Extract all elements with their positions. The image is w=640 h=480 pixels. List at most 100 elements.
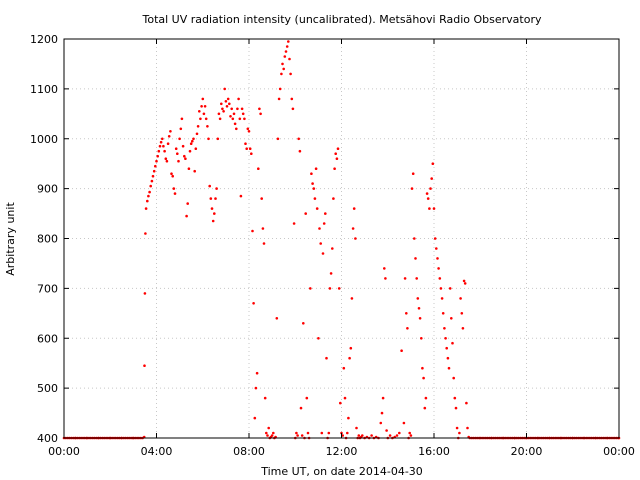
data-point — [167, 135, 171, 138]
data-point — [194, 147, 198, 150]
data-point — [162, 144, 165, 148]
data-point — [463, 282, 467, 285]
data-point — [410, 187, 414, 190]
data-point — [171, 174, 174, 178]
data-point — [186, 202, 189, 205]
data-point — [380, 411, 384, 415]
data-point — [218, 117, 222, 121]
data-point — [265, 431, 268, 435]
data-point — [231, 117, 235, 121]
data-point — [327, 431, 331, 435]
data-point — [309, 287, 312, 290]
data-point — [223, 87, 226, 91]
data-point — [334, 152, 338, 155]
data-point — [342, 366, 346, 370]
data-point — [384, 277, 387, 280]
data-point — [398, 431, 401, 435]
data-point — [403, 277, 407, 280]
data-point — [247, 130, 251, 133]
data-point — [208, 184, 211, 188]
x-axis: 00:00 04:00 08:00 12:00 16:00 20:00 00:00 — [48, 39, 635, 458]
data-point — [187, 167, 191, 170]
data-point — [322, 222, 326, 225]
data-point — [311, 182, 314, 185]
data-point — [184, 157, 187, 160]
data-point — [220, 102, 223, 106]
data-point — [151, 174, 155, 178]
data-point — [440, 297, 444, 300]
data-point — [270, 434, 274, 437]
data-point — [385, 429, 388, 432]
data-point — [420, 337, 423, 340]
data-point — [439, 287, 443, 290]
data-point — [147, 194, 150, 198]
data-point — [425, 192, 429, 195]
data-point — [448, 287, 452, 290]
data-point — [252, 302, 255, 305]
data-point — [429, 187, 432, 190]
data-point — [150, 179, 154, 183]
data-point — [332, 197, 335, 200]
data-point — [255, 371, 259, 375]
data-point — [157, 149, 161, 153]
data-point — [143, 364, 146, 368]
data-point — [452, 376, 456, 380]
data-point — [458, 431, 461, 435]
data-point — [347, 416, 350, 420]
data-point — [181, 144, 185, 148]
data-point — [280, 72, 283, 76]
data-point — [177, 159, 180, 163]
data-point — [261, 227, 265, 230]
data-point — [324, 212, 327, 215]
data-point — [228, 102, 231, 106]
data-point — [400, 349, 403, 353]
data-point — [318, 227, 321, 230]
data-point — [204, 117, 208, 121]
data-point — [230, 107, 233, 111]
data-point — [285, 45, 289, 48]
data-point — [349, 346, 353, 350]
data-point — [196, 125, 200, 128]
data-point — [281, 62, 284, 66]
data-point — [416, 297, 420, 300]
data-point — [304, 212, 308, 215]
data-point — [245, 147, 248, 150]
data-point — [203, 105, 207, 108]
data-point — [454, 406, 458, 410]
data-point — [144, 232, 147, 235]
data-point — [325, 356, 328, 360]
data-point — [453, 396, 457, 400]
data-point — [144, 207, 148, 210]
data-point — [200, 105, 203, 108]
data-point — [388, 434, 392, 437]
data-point — [224, 100, 228, 103]
data-point — [320, 431, 324, 435]
y-tick-label: 600 — [37, 332, 58, 345]
data-point — [283, 55, 287, 58]
data-point — [445, 346, 449, 350]
data-point — [161, 137, 164, 141]
data-point — [158, 144, 162, 148]
data-point — [191, 139, 194, 143]
data-point — [300, 434, 304, 437]
data-point — [282, 67, 286, 71]
data-point — [451, 341, 454, 345]
data-point — [275, 317, 279, 320]
data-point — [251, 229, 254, 233]
data-point — [426, 197, 430, 200]
data-point — [173, 192, 177, 195]
data-point — [379, 421, 383, 425]
data-point — [221, 107, 224, 111]
data-point — [315, 207, 319, 210]
data-point — [460, 312, 464, 315]
data-point — [438, 277, 442, 280]
data-point — [306, 431, 310, 435]
data-point — [361, 434, 364, 437]
data-point — [357, 434, 361, 437]
x-axis-label: Time UT, on date 2014-04-30 — [260, 465, 423, 478]
x-tick-label: 12:00 — [326, 445, 358, 458]
data-point — [336, 147, 340, 150]
data-point — [406, 327, 409, 330]
data-point — [155, 159, 158, 163]
x-tick-label: 16:00 — [418, 445, 450, 458]
